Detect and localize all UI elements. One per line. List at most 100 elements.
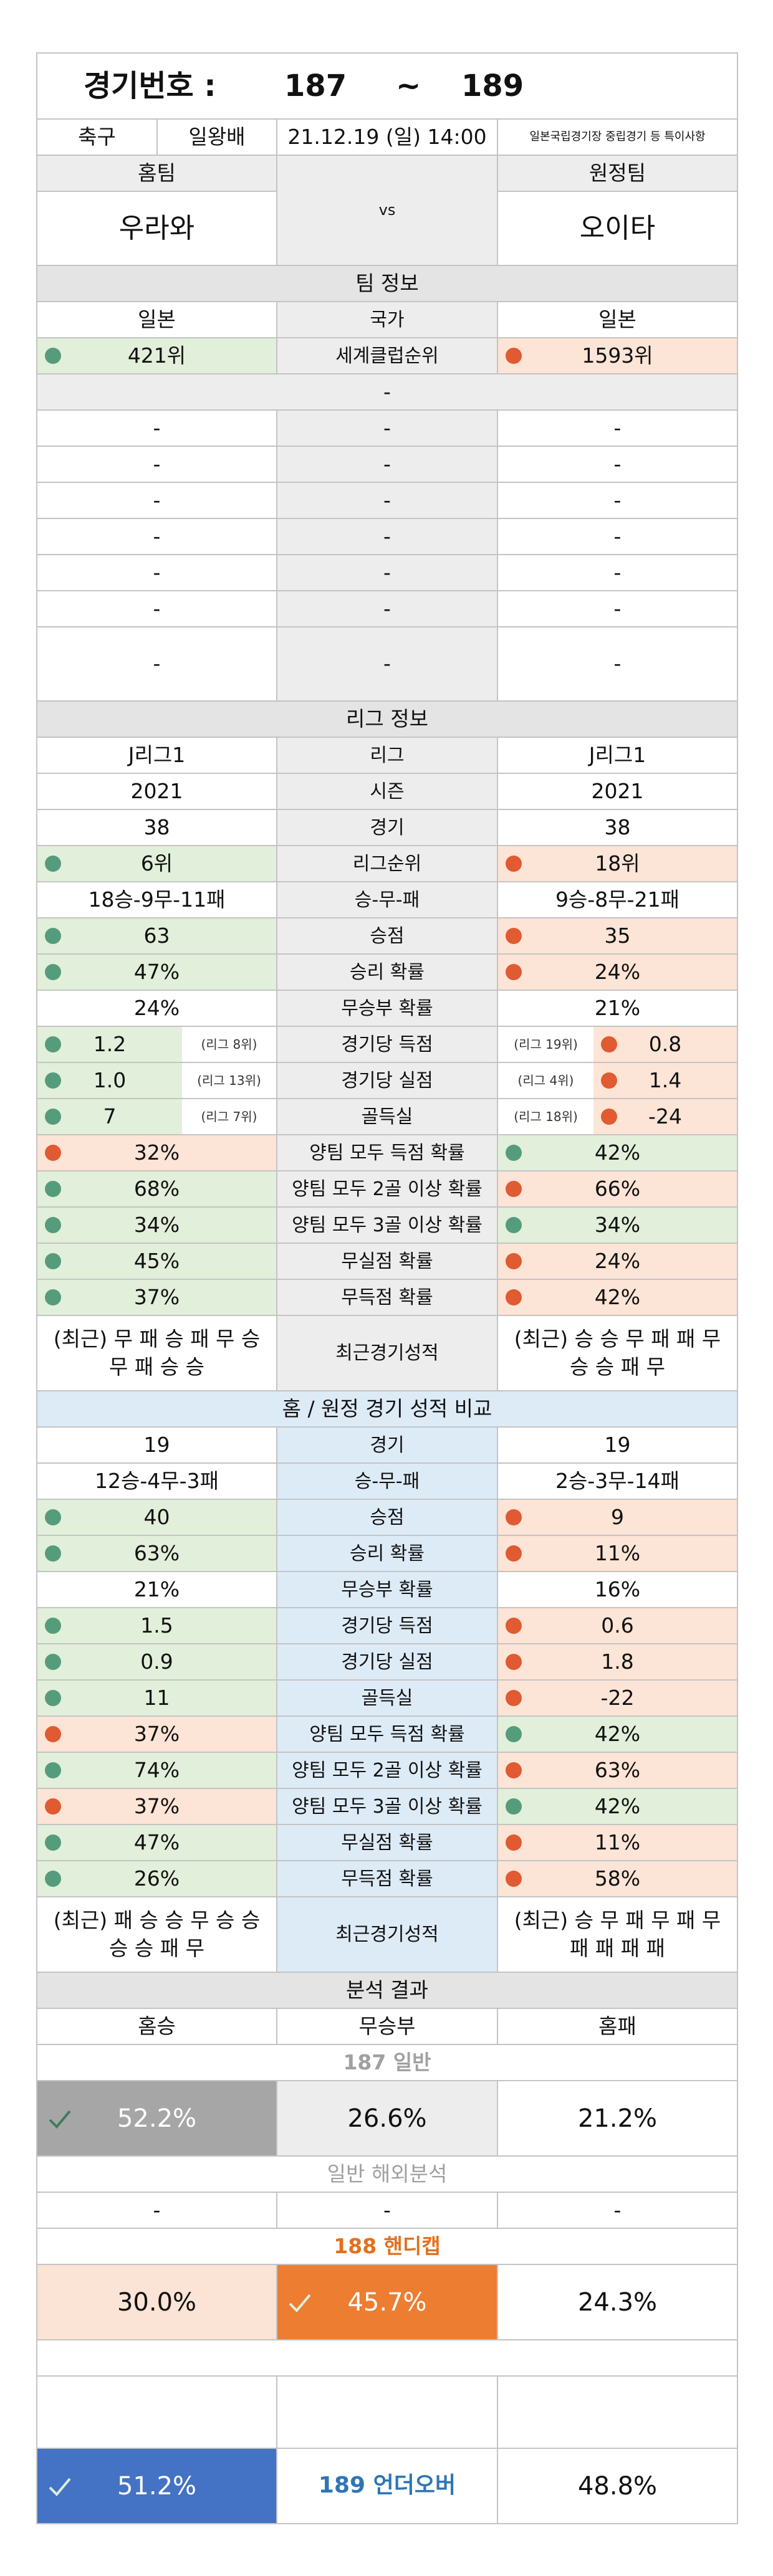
home-value: 74% <box>37 1753 277 1789</box>
table-row: 팀 정보 <box>37 266 738 302</box>
stat-label: 경기 <box>277 1428 498 1464</box>
teams: 홈팀 vs 원정팀 우라와 오이타 <box>37 156 738 266</box>
table-row: 421위 세계클럽순위 1593위 <box>37 338 738 374</box>
away-value: J리그1 <box>588 742 646 767</box>
home-value: 47% <box>133 1829 180 1854</box>
rank-cell: (리그 18위) <box>498 1099 593 1134</box>
away-value: (리그 4위) 1.4 <box>498 1063 738 1099</box>
away-value: (리그 19위) 0.8 <box>498 1027 738 1063</box>
tone-dot <box>506 1798 522 1815</box>
value-cell: 1.4 <box>593 1063 737 1098</box>
check-icon <box>289 2294 311 2312</box>
away-value: 24% <box>594 959 641 984</box>
table-row: 1.2 (리그 8위) 경기당 득점 (리그 19위) 0.8 <box>37 1027 738 1063</box>
tone-dot <box>506 856 522 872</box>
tone-dot <box>506 1762 522 1778</box>
away-value: 0.8 <box>648 1031 682 1056</box>
stat-label: 골득실 <box>361 1687 413 1709</box>
table-row: 188 핸디캡 <box>37 2229 738 2265</box>
section-cell: 팀 정보 <box>37 266 738 302</box>
away-value: 1593위 <box>498 338 738 374</box>
home-value: 26% <box>133 1866 180 1891</box>
stat-label: 승점 <box>277 1500 498 1536</box>
tone-dot <box>506 1834 522 1851</box>
stat-label: 경기당 실점 <box>277 1063 498 1099</box>
home-value: - <box>37 447 277 483</box>
tone-dot <box>45 348 61 364</box>
value-cell: 1.0 <box>37 1063 182 1098</box>
section-title: 일반 해외분석 <box>327 2161 448 2186</box>
home-value: 68% <box>133 1176 180 1201</box>
analysis-value: 45.7% <box>277 2265 498 2340</box>
analysis-value: 52.2% <box>37 2081 277 2157</box>
stat-label: - <box>277 411 498 447</box>
home-value: - <box>37 411 277 447</box>
away-value: 63% <box>594 1757 641 1782</box>
table-row: 37% 양팀 모두 득점 확률 42% <box>37 1717 738 1753</box>
league-rank: (리그 13위) <box>197 1073 261 1088</box>
tone-dot <box>45 1509 61 1525</box>
away-value: 16% <box>594 1577 641 1601</box>
stat-label: 무승부 확률 <box>277 991 498 1027</box>
empty-cell <box>37 2377 277 2449</box>
away-label: 원정팀 <box>498 156 738 192</box>
table-row: 47% 승리 확률 24% <box>37 955 738 991</box>
home-value: - <box>153 560 161 584</box>
table-row: 45% 무실점 확률 24% <box>37 1244 738 1280</box>
away-value: - <box>498 411 738 447</box>
title-cell: 경기번호 : 187 ~189 <box>37 54 738 120</box>
home-value: 12승-4무-3패 <box>95 1468 219 1493</box>
overseas-value: - <box>498 2193 738 2229</box>
away-value: - <box>498 483 738 519</box>
home-value: 421위 <box>127 343 186 368</box>
home-value: 40 <box>37 1500 277 1536</box>
overseas-value: - <box>613 2197 622 2222</box>
stat-label: 시즌 <box>370 780 405 803</box>
home-value: 47% <box>37 1825 277 1861</box>
home-value: - <box>37 555 277 591</box>
home-value: 12승-4무-3패 <box>37 1464 277 1500</box>
table-row: 2021 시즌 2021 <box>37 774 738 810</box>
away-value: 42% <box>498 1135 738 1171</box>
section-cell: 일반 해외분석 <box>37 2157 738 2193</box>
tone-dot <box>601 1109 617 1125</box>
home-value: 11 <box>143 1685 170 1710</box>
tone-dot <box>506 1545 522 1562</box>
away-value: 42% <box>498 1789 738 1825</box>
stat-label: 양팀 모두 3골 이상 확률 <box>292 1214 483 1236</box>
away-value: 19 <box>604 1432 631 1457</box>
home-value: 2021 <box>37 774 277 810</box>
table-row: --- <box>37 519 738 555</box>
home-value: 1.0 <box>93 1067 127 1092</box>
table-row: 37% 무득점 확률 42% <box>37 1280 738 1316</box>
away-value: 42% <box>594 1721 641 1746</box>
stat-label: 경기 <box>370 1434 405 1456</box>
tone-dot <box>45 1798 61 1815</box>
tone-dot <box>506 1871 522 1887</box>
tone-dot <box>506 1145 522 1161</box>
table-row: 일본 국가 일본 <box>37 302 738 338</box>
home-recent: (최근) 무 패 승 패 무 승 무 패 승 승 <box>53 1326 261 1379</box>
analysis-value: 52.2% <box>117 2104 197 2133</box>
away-value: 66% <box>594 1176 641 1201</box>
table-row: 47% 무실점 확률 11% <box>37 1825 738 1861</box>
table-row: 40 승점 9 <box>37 1500 738 1536</box>
tone-dot <box>506 1253 522 1269</box>
table-row: 0.9 경기당 실점 1.8 <box>37 1644 738 1681</box>
away-value: 11% <box>594 1540 641 1565</box>
table-row: --- <box>37 591 738 627</box>
away-recent: (최근) 승 승 무 패 패 무 승 승 패 무 <box>498 1316 738 1391</box>
analysis-header: 홈패 <box>498 2009 738 2045</box>
away-label: 원정팀 <box>588 160 646 185</box>
stat-label: 양팀 모두 득점 확률 <box>277 1717 498 1753</box>
stat-label: 양팀 모두 2골 이상 확률 <box>277 1171 498 1208</box>
home-value: 63 <box>37 918 277 955</box>
table-row: 6위 리그순위 18위 <box>37 846 738 882</box>
table-row: --- <box>37 483 738 519</box>
away-value: 2021 <box>591 778 644 803</box>
away-value: 35 <box>604 923 631 948</box>
analysis-header: 무승부 <box>277 2009 498 2045</box>
tone-dot <box>45 1834 61 1851</box>
empty-cell <box>498 2377 738 2449</box>
stat-label: 승-무-패 <box>354 1470 420 1492</box>
